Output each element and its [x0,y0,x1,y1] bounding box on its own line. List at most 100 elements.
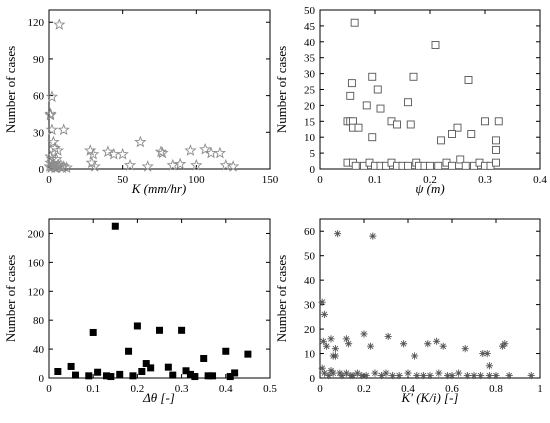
data-point [182,367,190,375]
x-tick-label: 0.3 [175,383,189,395]
data-point [138,367,146,375]
data-point [173,157,187,170]
plot-frame [48,9,271,170]
data-point [351,161,360,170]
data-point [57,123,70,136]
y-tick-label: 40 [304,37,316,49]
y-tick-label: 5 [310,148,316,160]
data-point [369,232,377,240]
y-tick-label: 50 [304,5,316,17]
data-point [129,372,137,380]
y-axis-label: Number of cases [274,46,289,133]
data-point [492,371,500,380]
x-tick-label: 0.4 [533,174,547,186]
data-point [45,90,59,103]
data-point [492,145,500,154]
data-point [191,373,199,381]
data-point [479,349,487,358]
data-point [362,371,370,380]
data-point [116,147,129,160]
data-point [354,123,363,132]
data-point [231,369,239,377]
y-tick-label: 45 [304,21,316,33]
data-point [393,120,401,129]
data-series [54,222,252,381]
data-point [133,322,141,330]
data-point [102,372,110,380]
data-series [318,230,535,380]
y-tick-label: 0 [39,373,45,385]
y-tick-label: 50 [304,251,316,263]
data-point [325,371,333,380]
x-axis-label: ψ (m) [415,181,444,196]
data-point [123,158,137,171]
data-point [492,158,500,167]
data-point [72,371,80,379]
data-point [156,146,169,159]
y-tick-label: 60 [33,91,45,103]
data-point [54,367,62,375]
data-point [404,161,412,170]
data-point [186,370,194,378]
data-point [358,371,366,380]
data-point [444,371,452,380]
data-point [226,373,234,381]
y-tick-label: 20 [304,324,316,336]
data-series [43,18,240,174]
y-tick-label: 90 [33,54,45,66]
data-point [222,347,230,355]
data-point [413,371,421,380]
data-point [505,371,513,380]
x-tick-label: 0.4 [401,383,415,395]
data-point [88,160,101,172]
data-point [419,371,427,380]
data-point [481,117,489,126]
data-point [199,142,212,155]
data-point [353,369,361,377]
data-point [178,326,186,334]
data-point [184,144,197,156]
data-point [367,342,375,350]
x-tick-label: 0.5 [263,383,277,395]
y-tick-label: 60 [304,226,316,238]
data-point [435,369,443,377]
data-point [45,123,59,136]
y-axis-label: Number of cases [3,255,18,342]
data-point [485,371,493,380]
x-tick-label: 0.3 [478,174,492,186]
data-point [411,352,419,360]
data-point [331,345,339,353]
data-point [376,104,385,113]
x-tick-label: 0.1 [86,383,100,395]
data-point [319,337,327,345]
y-axis-label: Number of cases [274,255,289,342]
data-point [426,161,434,170]
data-point [116,370,124,378]
data-point [125,347,133,355]
data-point [349,371,357,380]
plot-frame [319,218,541,379]
x-tick-label: 0 [317,174,323,186]
y-tick-label: 0 [310,373,316,385]
x-tick-label: 0.6 [445,383,459,395]
data-point [200,354,208,362]
data-point [461,345,469,353]
data-point [461,161,470,170]
plot-frame [319,9,541,170]
y-tick-label: 160 [28,257,45,269]
data-point [501,340,509,348]
data-point [166,158,179,171]
y-tick-label: 80 [33,315,45,327]
data-point [329,369,337,377]
y-tick-label: 200 [28,228,45,240]
x-tick-label: 0.8 [489,383,503,395]
data-point [87,147,100,160]
data-series [343,18,503,170]
x-tick-label: 0.1 [368,174,382,186]
data-point [434,161,443,170]
data-point [448,161,456,170]
data-point [67,362,75,370]
y-tick-label: 40 [304,275,316,287]
data-point [190,158,203,171]
